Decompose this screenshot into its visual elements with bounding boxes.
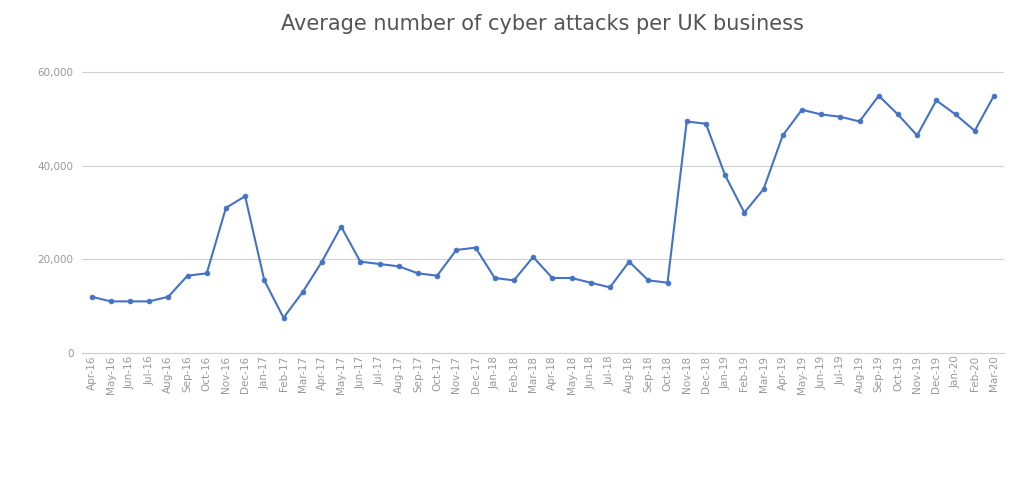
Title: Average number of cyber attacks per UK business: Average number of cyber attacks per UK b…: [282, 14, 804, 33]
